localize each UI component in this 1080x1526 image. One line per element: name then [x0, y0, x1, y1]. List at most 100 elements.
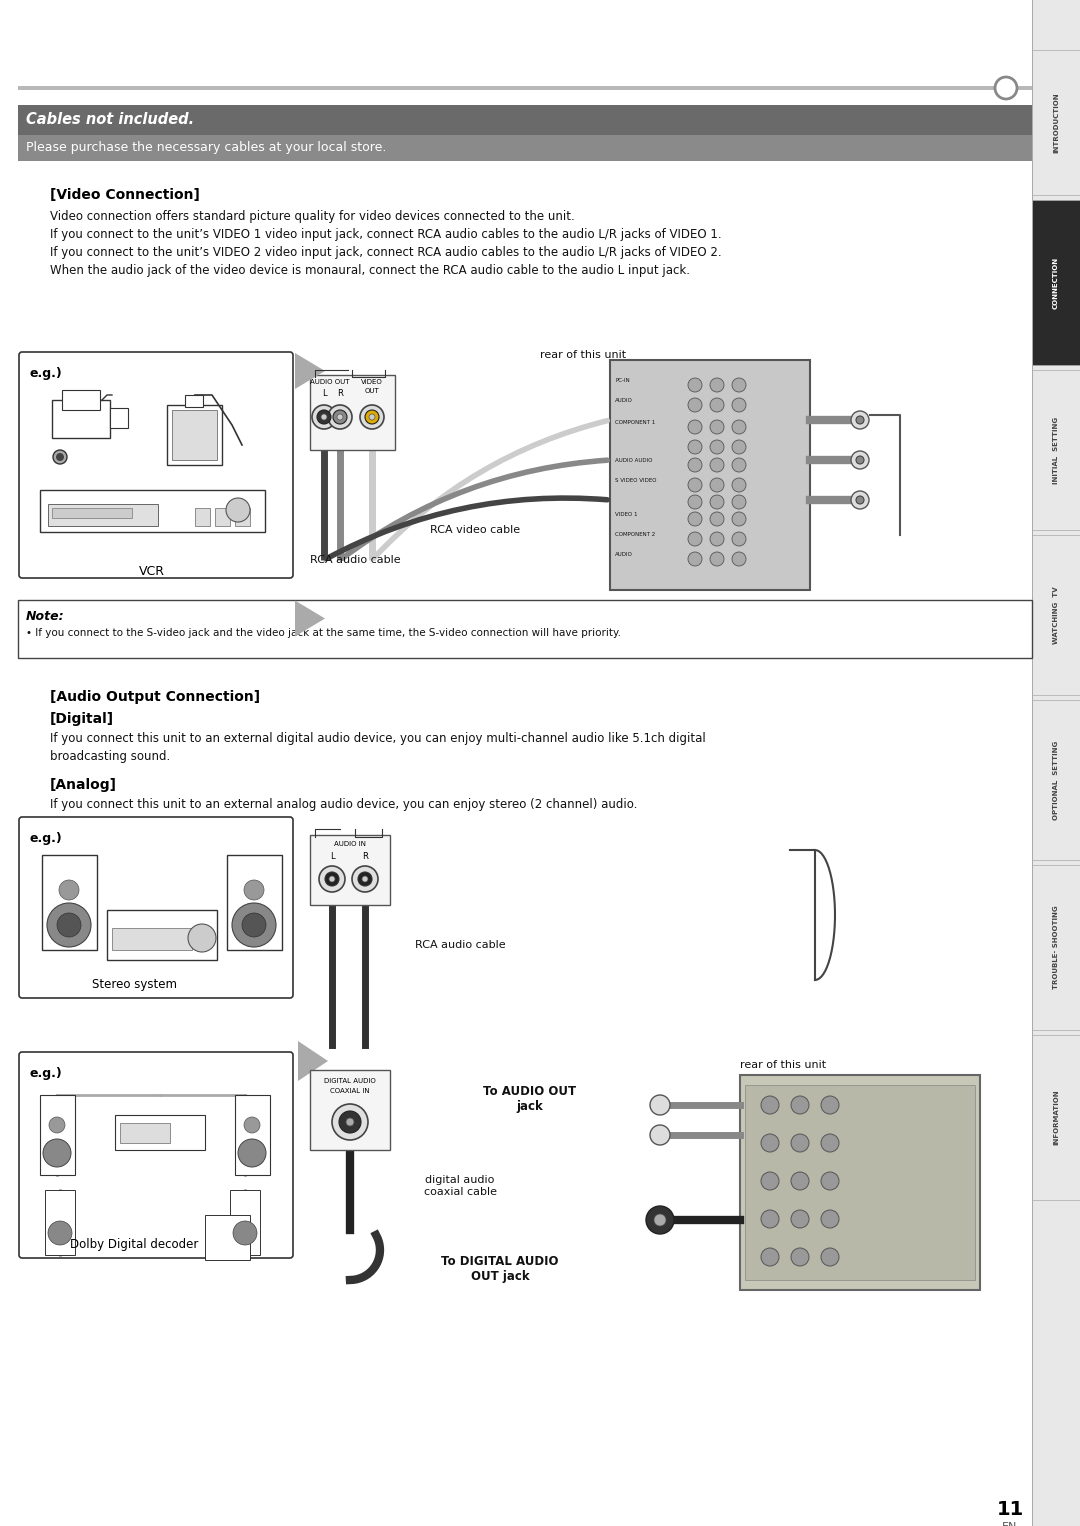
- Circle shape: [362, 876, 368, 882]
- Circle shape: [226, 497, 249, 522]
- Circle shape: [821, 1096, 839, 1114]
- Circle shape: [244, 1117, 260, 1132]
- Circle shape: [791, 1172, 809, 1190]
- Circle shape: [244, 881, 264, 900]
- Text: Video connection offers standard picture quality for video devices connected to : Video connection offers standard picture…: [50, 211, 575, 223]
- Text: OPTIONAL  SETTING: OPTIONAL SETTING: [1053, 740, 1059, 819]
- Text: e.g.): e.g.): [30, 366, 63, 380]
- Text: video game: video game: [154, 514, 220, 525]
- Circle shape: [856, 456, 864, 464]
- Text: VIDEO 1: VIDEO 1: [615, 513, 637, 517]
- Circle shape: [710, 552, 724, 566]
- Text: Note:: Note:: [26, 610, 65, 623]
- Text: S VIDEO VIDEO: S VIDEO VIDEO: [615, 478, 657, 484]
- Text: AUDIO AUDIO: AUDIO AUDIO: [615, 458, 652, 462]
- Circle shape: [761, 1248, 779, 1267]
- Circle shape: [688, 533, 702, 546]
- Text: If you connect to the unit’s VIDEO 1 video input jack, connect RCA audio cables : If you connect to the unit’s VIDEO 1 vid…: [50, 227, 721, 241]
- Text: Please purchase the necessary cables at your local store.: Please purchase the necessary cables at …: [26, 142, 387, 154]
- Circle shape: [688, 478, 702, 491]
- Circle shape: [821, 1172, 839, 1190]
- Circle shape: [232, 903, 276, 948]
- Text: [Analog]: [Analog]: [50, 778, 117, 792]
- Circle shape: [321, 414, 327, 420]
- Polygon shape: [295, 353, 325, 389]
- Bar: [110, 407, 129, 427]
- Circle shape: [791, 1210, 809, 1228]
- Text: WATCHING  TV: WATCHING TV: [1053, 586, 1059, 644]
- Text: CONNECTION: CONNECTION: [1053, 256, 1059, 308]
- Bar: [310, 835, 390, 905]
- Circle shape: [357, 871, 372, 887]
- Text: If you connect this unit to an external analog audio device, you can enjoy stere: If you connect this unit to an external …: [50, 798, 637, 810]
- Circle shape: [688, 378, 702, 392]
- Text: RCA audio cable: RCA audio cable: [415, 940, 505, 951]
- Circle shape: [732, 513, 746, 526]
- Circle shape: [732, 533, 746, 546]
- Ellipse shape: [56, 453, 64, 461]
- Bar: [230, 1190, 260, 1254]
- Circle shape: [710, 533, 724, 546]
- Circle shape: [49, 1117, 65, 1132]
- Text: PC-IN: PC-IN: [615, 378, 630, 383]
- Bar: [172, 410, 217, 459]
- Bar: [310, 1070, 390, 1151]
- Circle shape: [369, 414, 375, 420]
- Text: AUDIO: AUDIO: [615, 552, 633, 557]
- Circle shape: [791, 1096, 809, 1114]
- Circle shape: [732, 494, 746, 510]
- Bar: [114, 1116, 205, 1151]
- Circle shape: [59, 881, 79, 900]
- Circle shape: [352, 865, 378, 893]
- Bar: [1032, 1035, 1080, 1199]
- Text: camcorder: camcorder: [52, 514, 112, 525]
- FancyBboxPatch shape: [19, 353, 293, 578]
- Bar: [18, 85, 1032, 90]
- Bar: [205, 1215, 249, 1260]
- Text: Cables not included.: Cables not included.: [26, 113, 194, 128]
- Circle shape: [329, 876, 335, 882]
- Circle shape: [732, 420, 746, 433]
- Circle shape: [333, 410, 347, 424]
- Circle shape: [365, 410, 379, 424]
- Bar: [610, 360, 810, 591]
- Text: L: L: [329, 852, 335, 861]
- Circle shape: [851, 452, 869, 468]
- Text: INITIAL  SETTING: INITIAL SETTING: [1053, 417, 1059, 484]
- Circle shape: [48, 903, 91, 948]
- Text: When the audio jack of the video device is monaural, connect the RCA audio cable: When the audio jack of the video device …: [50, 264, 690, 278]
- Text: rear of this unit: rear of this unit: [540, 349, 626, 360]
- Text: RCA audio cable: RCA audio cable: [310, 555, 401, 565]
- Text: VIDEO: VIDEO: [361, 378, 383, 385]
- Text: COMPONENT 2: COMPONENT 2: [615, 533, 656, 537]
- Circle shape: [688, 439, 702, 455]
- Bar: [42, 855, 97, 951]
- Circle shape: [732, 378, 746, 392]
- Bar: [310, 375, 395, 450]
- Text: COMPONENT 1: COMPONENT 1: [615, 420, 656, 426]
- Circle shape: [851, 410, 869, 429]
- Bar: [745, 1085, 975, 1280]
- Circle shape: [821, 1248, 839, 1267]
- Circle shape: [346, 1119, 354, 1126]
- Circle shape: [688, 552, 702, 566]
- Circle shape: [318, 410, 330, 424]
- Text: DIGITAL AUDIO: DIGITAL AUDIO: [324, 1077, 376, 1083]
- Bar: [62, 391, 100, 410]
- Circle shape: [650, 1096, 670, 1116]
- Text: broadcasting sound.: broadcasting sound.: [50, 749, 171, 763]
- Text: VCR: VCR: [139, 565, 165, 578]
- Bar: [235, 1096, 270, 1175]
- Text: If you connect this unit to an external digital audio device, you can enjoy mult: If you connect this unit to an external …: [50, 732, 705, 745]
- Text: Dolby Digital decoder: Dolby Digital decoder: [70, 1238, 199, 1251]
- Text: [Video Connection]: [Video Connection]: [50, 188, 200, 201]
- Bar: [45, 1190, 75, 1254]
- Circle shape: [732, 552, 746, 566]
- Text: R: R: [337, 389, 343, 398]
- Circle shape: [710, 494, 724, 510]
- Circle shape: [710, 378, 724, 392]
- Circle shape: [856, 417, 864, 424]
- Text: RCA video cable: RCA video cable: [430, 525, 521, 536]
- Text: e.g.): e.g.): [30, 832, 63, 845]
- Circle shape: [238, 1138, 266, 1167]
